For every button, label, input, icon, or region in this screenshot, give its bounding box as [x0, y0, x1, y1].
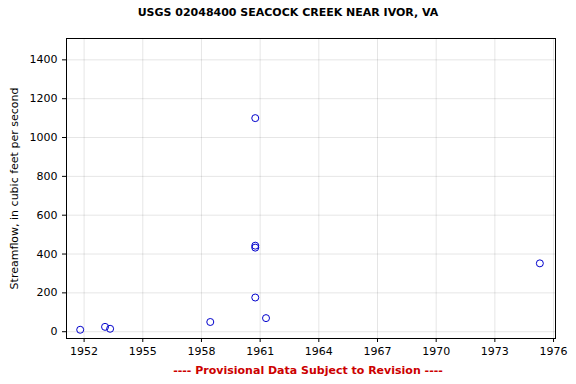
svg-text:0: 0 — [51, 325, 58, 338]
svg-text:1976: 1976 — [540, 345, 568, 358]
svg-text:1000: 1000 — [30, 131, 58, 144]
svg-text:Streamflow, in cubic feet per: Streamflow, in cubic feet per second — [8, 88, 21, 290]
html-text:---- Provisional Data Subject: ---- Provisional Data Subject to Revisio… — [173, 364, 443, 377]
svg-text:1964: 1964 — [305, 345, 333, 358]
svg-text:1958: 1958 — [187, 345, 215, 358]
svg-text:1967: 1967 — [364, 345, 392, 358]
svg-text:400: 400 — [37, 248, 58, 261]
svg-text:1952: 1952 — [70, 345, 98, 358]
svg-text:1955: 1955 — [129, 345, 157, 358]
svg-text:200: 200 — [37, 286, 58, 299]
svg-text:1970: 1970 — [422, 345, 450, 358]
svg-text:1973: 1973 — [481, 345, 509, 358]
svg-text:1400: 1400 — [30, 53, 58, 66]
svg-text:600: 600 — [37, 209, 58, 222]
html-text:USGS 02048400 SEACOCK CREEK NE: USGS 02048400 SEACOCK CREEK NEAR IVOR, V… — [137, 6, 439, 19]
svg-text:1961: 1961 — [246, 345, 274, 358]
svg-text:1200: 1200 — [30, 92, 58, 105]
svg-text:800: 800 — [37, 170, 58, 183]
